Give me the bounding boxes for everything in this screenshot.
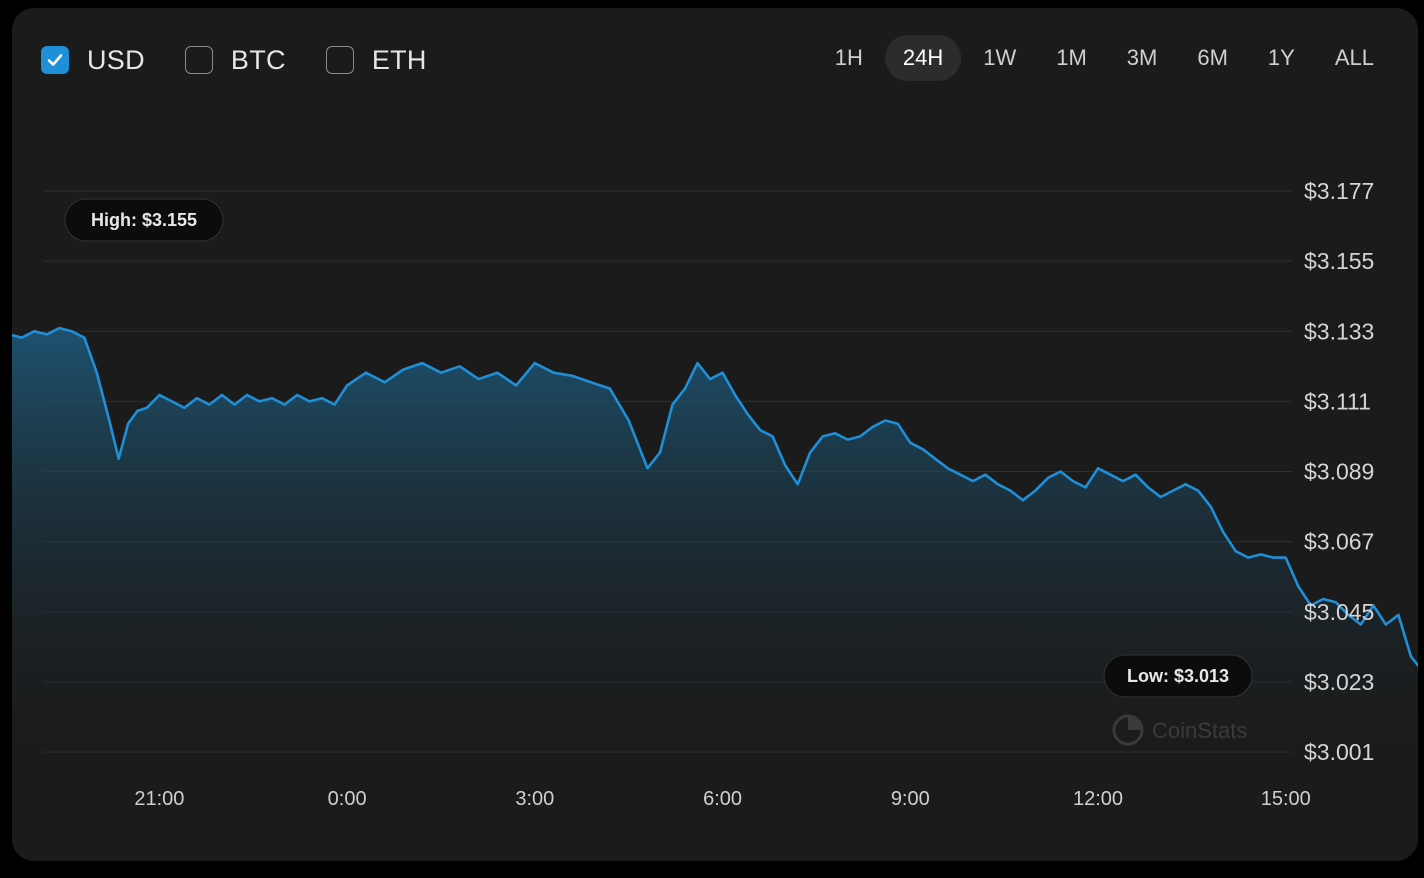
range-3m[interactable]: 3M	[1126, 45, 1158, 70]
currency-usd[interactable]: USD	[41, 45, 145, 76]
chart-card: CoinStats $3.001 $3.023 $3.045 $3.067 $3.089…	[12, 8, 1418, 861]
check-icon	[47, 54, 63, 66]
x-tick-label: 0:00	[328, 788, 367, 810]
y-tick-label: $3.133	[1304, 318, 1374, 344]
y-tick-label: $3.089	[1304, 459, 1374, 485]
y-tick-label: $3.023	[1304, 669, 1374, 695]
currency-selector: USD BTC ETH	[41, 42, 467, 78]
x-tick-label: 21:00	[134, 788, 184, 810]
coinstats-watermark: CoinStats	[1112, 714, 1247, 746]
x-tick-label: 9:00	[891, 788, 930, 810]
low-tooltip-bg	[1103, 654, 1253, 698]
x-tick-label: 3:00	[515, 788, 554, 810]
watermark-text: CoinStats	[1152, 718, 1247, 743]
range-1w[interactable]: 1W	[983, 45, 1017, 70]
high-label: High: $3.155	[91, 210, 197, 230]
range-6m[interactable]: 6M	[1197, 45, 1228, 70]
area-layer	[12, 326, 1418, 752]
low-label: Low: $3.013	[1127, 666, 1229, 686]
y-tick-label: $3.177	[1304, 178, 1374, 204]
y-tick-label: $3.111	[1304, 388, 1371, 414]
y-axis: $3.001 $3.023 $3.045 $3.067 $3.089 $3.111 $3.1…	[1304, 178, 1374, 765]
coinstats-logo-icon	[1112, 714, 1144, 746]
high-tooltip: High: $3.155	[64, 198, 224, 242]
price-line	[12, 326, 1418, 668]
range-1y[interactable]: 1Y	[1267, 45, 1295, 70]
currency-label: USD	[87, 44, 145, 75]
y-tick-label: $3.067	[1304, 529, 1374, 555]
range-1h[interactable]: 1H	[834, 45, 863, 70]
high-tooltip-bg	[64, 198, 224, 242]
markers: High: $3.155 Low: $3.013	[64, 198, 1253, 698]
currency-btc[interactable]: BTC	[184, 44, 286, 76]
currency-eth[interactable]: ETH	[325, 44, 427, 76]
eth-checkbox[interactable]	[325, 46, 354, 74]
low-tooltip: Low: $3.013	[1103, 654, 1253, 698]
time-range-selector: 1H 24H 1W 1M 3M 6M 1Y ALL	[813, 34, 1392, 82]
usd-checkbox[interactable]	[41, 46, 69, 74]
y-tick-label: $3.001	[1304, 739, 1374, 765]
y-tick-label: $3.155	[1304, 248, 1374, 274]
btc-checkbox[interactable]	[184, 46, 213, 74]
range-all[interactable]: ALL	[1334, 45, 1374, 70]
price-area	[12, 328, 1418, 752]
x-tick-label: 12:00	[1073, 788, 1123, 810]
y-tick-label: $3.045	[1304, 599, 1374, 625]
currency-label: ETH	[371, 44, 427, 75]
range-24h[interactable]: 24H	[884, 35, 962, 81]
x-tick-label: 6:00	[703, 788, 742, 810]
range-1m[interactable]: 1M	[1056, 45, 1087, 70]
currency-label: BTC	[230, 44, 286, 75]
price-chart: CoinStats $3.001 $3.023 $3.045 $3.067 $3.089…	[12, 178, 1418, 810]
x-tick-label: 15:00	[1261, 788, 1311, 810]
